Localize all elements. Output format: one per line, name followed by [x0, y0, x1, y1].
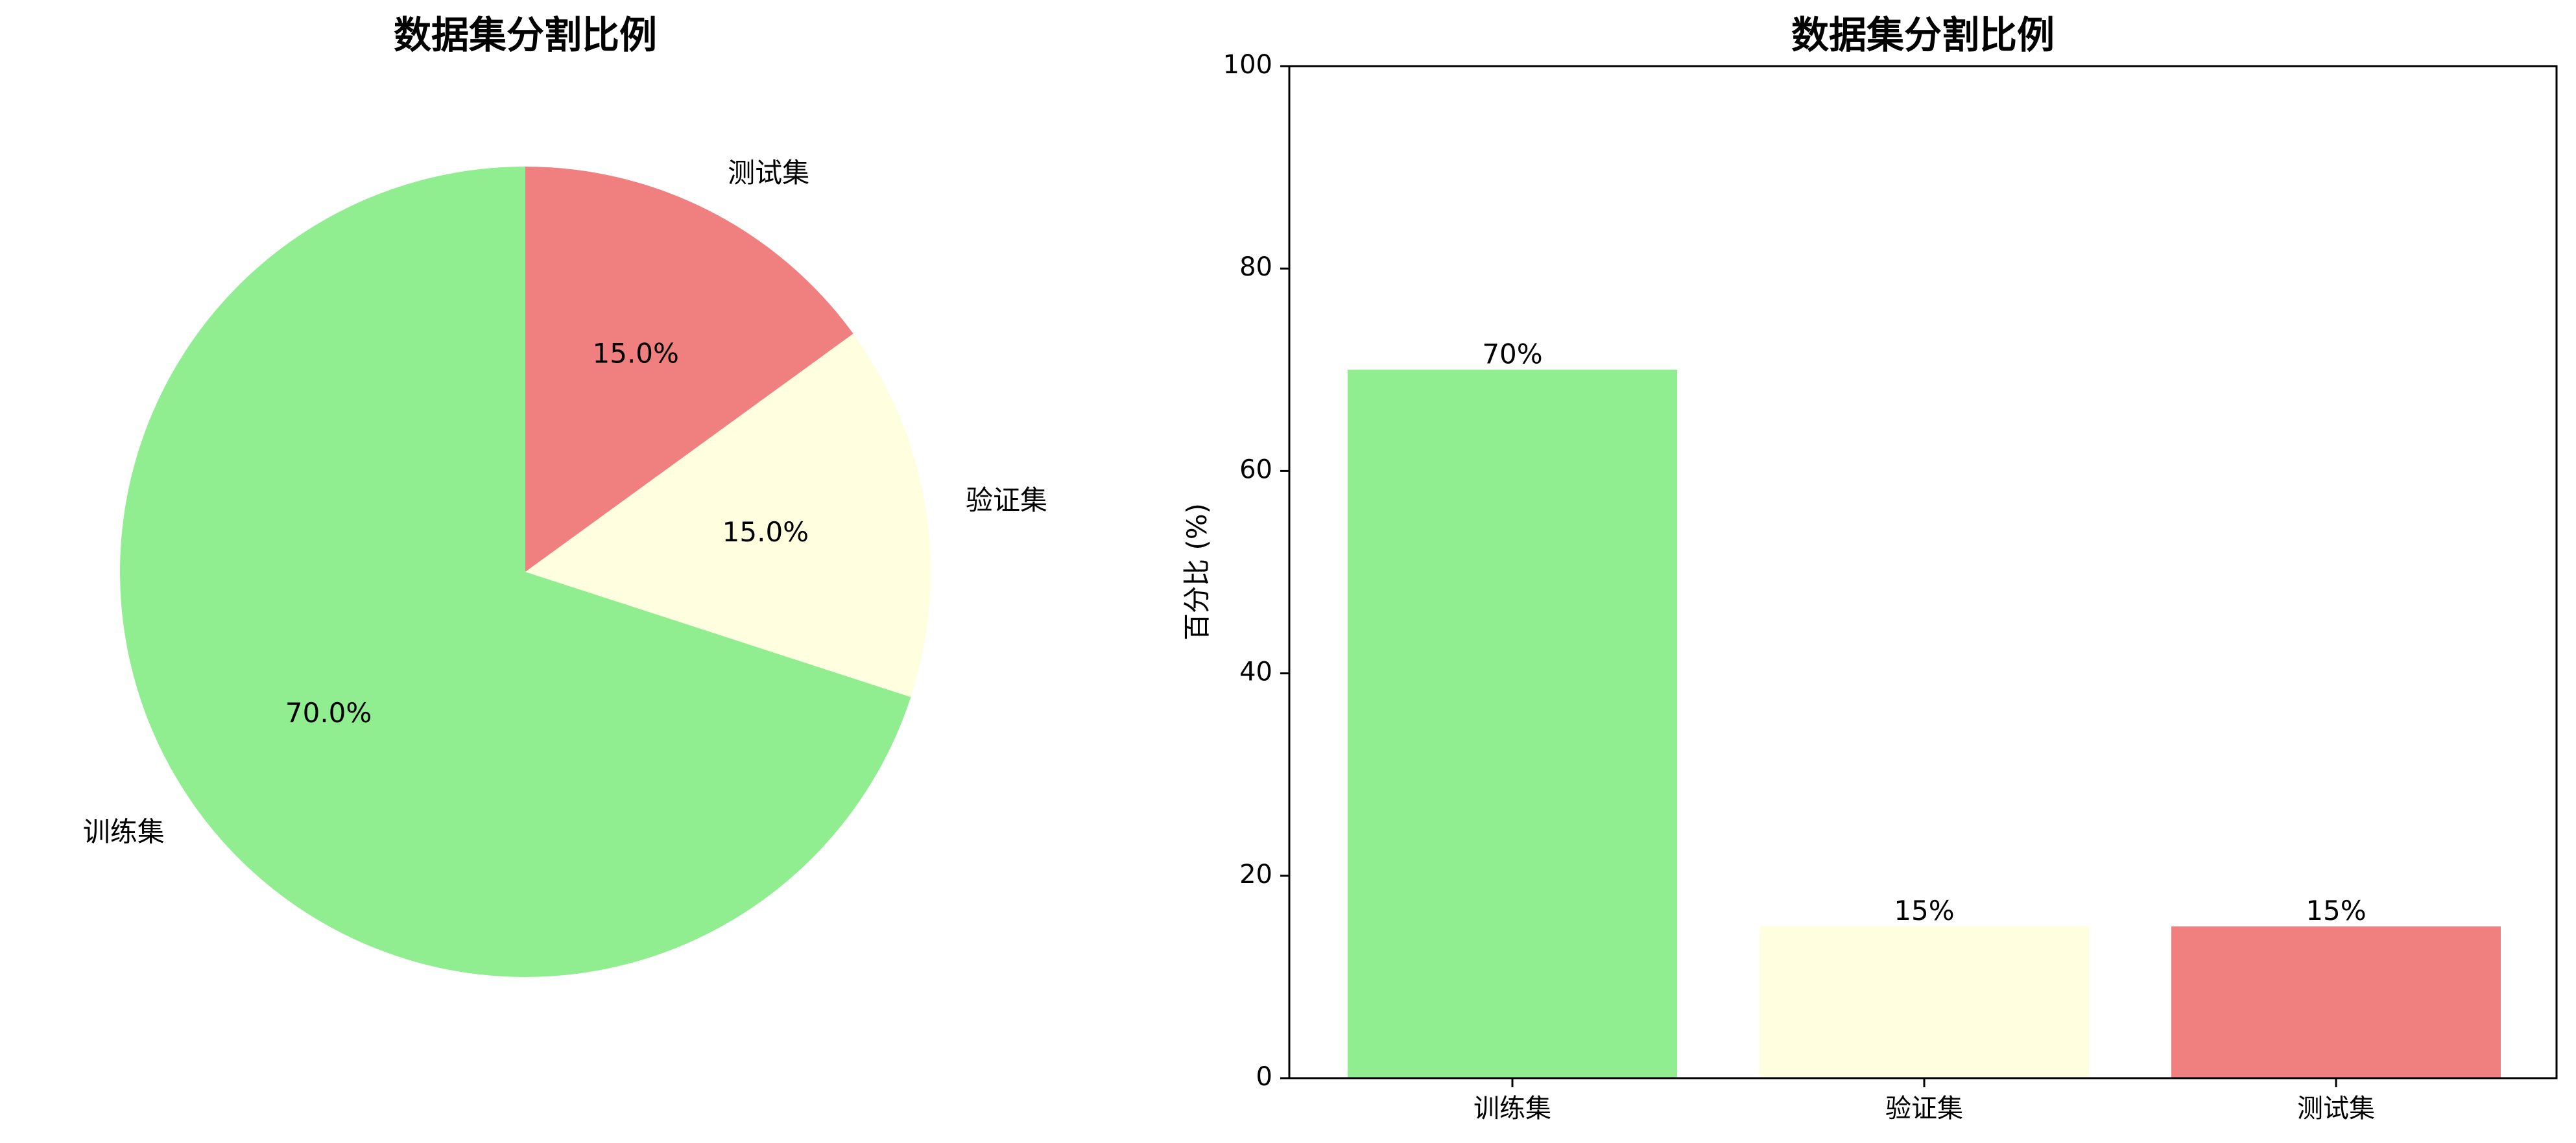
y-tick-label: 0: [1256, 1062, 1272, 1092]
pie-slice: [525, 167, 853, 572]
pie-percent-label: 70.0%: [285, 697, 372, 729]
bar-x-ticks: 训练集 验证集 测试集: [1473, 1078, 2375, 1124]
bar-plot-frame: [1288, 65, 2558, 1079]
pie-labels: 70.0% 训练集 15.0% 验证集 15.0% 测试集: [83, 157, 1047, 848]
pie-chart: 数据集分割比例 70.0% 训练集 15.0% 验证集 15.0% 测试集: [83, 13, 1047, 977]
pie-category-label: 验证集: [966, 484, 1047, 516]
pie-percent-label: 15.0%: [722, 516, 809, 548]
pie-slice: [525, 333, 931, 698]
y-tick-label: 80: [1239, 252, 1272, 282]
bar: [1348, 370, 1677, 1078]
x-tick-label: 训练集: [1473, 1094, 1551, 1124]
y-tick-label: 60: [1239, 454, 1272, 484]
bar-value-label: 15%: [1894, 895, 1954, 926]
bar-y-axis-label: 百分比 (%): [1181, 503, 1213, 641]
x-tick-label: 验证集: [1885, 1094, 1963, 1124]
pie-category-label: 测试集: [728, 157, 809, 189]
bar-y-ticks: 0 20 40 60 80 100: [1223, 50, 1289, 1092]
pie-category-label: 训练集: [83, 816, 165, 848]
pie-title: 数据集分割比例: [394, 13, 657, 57]
bar-rects: [1348, 370, 2501, 1078]
bar-value-label: 70%: [1482, 338, 1542, 370]
y-tick-label: 40: [1239, 657, 1272, 687]
y-tick-label: 100: [1223, 50, 1272, 80]
bar-value-labels: 70% 15% 15%: [1482, 338, 2366, 926]
x-tick-label: 测试集: [2297, 1094, 2375, 1124]
bar-chart: 数据集分割比例 70% 15% 15% 0 20 40 60 80 100 训练集 验证集 测试集…: [1181, 13, 2558, 1124]
bar: [1759, 926, 2089, 1078]
pie-slices: [119, 167, 931, 977]
bar-title: 数据集分割比例: [1791, 13, 2055, 57]
bar: [2171, 926, 2501, 1078]
bar-value-label: 15%: [2306, 895, 2366, 926]
y-tick-label: 20: [1239, 860, 1272, 890]
pie-slice: [119, 167, 911, 977]
pie-percent-label: 15.0%: [593, 337, 679, 369]
